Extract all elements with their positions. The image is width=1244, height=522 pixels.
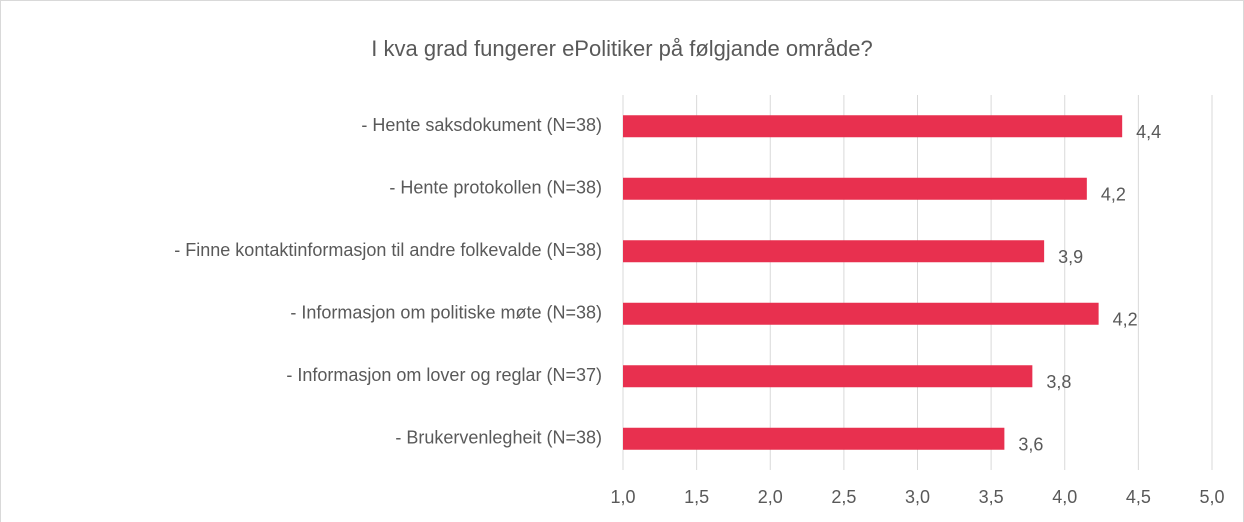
y-tick-label: - Informasjon om lover og reglar (N=37) [286, 365, 602, 385]
bar [623, 240, 1045, 263]
bar [623, 365, 1033, 388]
y-tick-label: - Hente saksdokument (N=38) [361, 115, 602, 135]
value-label: 3,6 [1018, 435, 1043, 455]
x-tick-label: 3,0 [905, 487, 930, 507]
x-tick-label: 2,0 [758, 487, 783, 507]
value-label: 3,8 [1046, 372, 1071, 392]
x-tick-label: 5,0 [1199, 487, 1224, 507]
bar [623, 427, 1005, 450]
y-tick-label: - Hente protokollen (N=38) [389, 178, 602, 198]
value-label: 3,9 [1058, 247, 1083, 267]
bar [623, 302, 1099, 325]
x-tick-label: 2,5 [831, 487, 856, 507]
bar [623, 177, 1087, 200]
chart-title: I kva grad fungerer ePolitiker på følgja… [371, 36, 872, 61]
bar [623, 115, 1123, 138]
x-tick-label: 4,5 [1126, 487, 1151, 507]
y-tick-label: - Finne kontaktinformasjon til andre fol… [174, 240, 602, 260]
value-label: 4,2 [1101, 185, 1126, 205]
x-tick-label: 4,0 [1052, 487, 1077, 507]
x-tick-label: 1,0 [610, 487, 635, 507]
x-tick-label: 1,5 [684, 487, 709, 507]
y-tick-label: - Brukervenlegheit (N=38) [395, 428, 602, 448]
y-tick-label: - Informasjon om politiske møte (N=38) [290, 303, 602, 323]
x-tick-label: 3,5 [979, 487, 1004, 507]
value-label: 4,4 [1136, 122, 1161, 142]
value-label: 4,2 [1113, 310, 1138, 330]
